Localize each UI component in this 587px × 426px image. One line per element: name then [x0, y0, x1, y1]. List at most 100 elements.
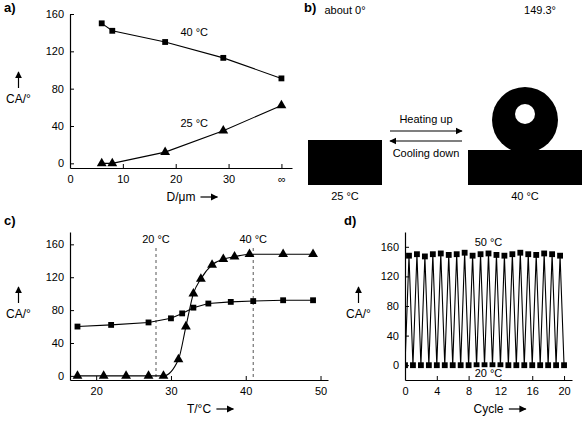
- marker: [418, 362, 424, 368]
- panel-label: d): [344, 213, 356, 228]
- heating-arrow: [390, 130, 462, 131]
- marker: [277, 100, 287, 109]
- marker: [430, 251, 436, 257]
- marker: [279, 75, 285, 81]
- axis-arrow: [358, 287, 359, 303]
- tick: 40: [240, 376, 252, 397]
- photo-text: Heating up: [399, 113, 452, 125]
- marker: [205, 301, 211, 307]
- photo-text: about 0°: [324, 4, 365, 16]
- tick-label: 10: [117, 173, 129, 185]
- tick-mark: [437, 376, 438, 380]
- marker: [454, 251, 460, 257]
- annotation: 20 °C: [142, 233, 170, 245]
- y-axis-title: CA/°: [6, 307, 31, 321]
- tick-label: 120: [46, 271, 64, 283]
- marker: [179, 310, 185, 316]
- tick: 0: [393, 359, 409, 371]
- tick-mark: [70, 163, 74, 164]
- x-axis-title: D/μm: [167, 190, 196, 204]
- tick-mark: [70, 310, 74, 311]
- tick: 80: [52, 83, 74, 95]
- photo-text: Cooling down: [393, 147, 460, 159]
- marker: [470, 253, 476, 259]
- marker: [144, 370, 154, 379]
- marker: [478, 251, 484, 257]
- tick-mark: [70, 126, 74, 127]
- marker: [505, 362, 511, 368]
- axis-line: [71, 168, 293, 169]
- annotation: 20 °C: [475, 367, 503, 379]
- droplet-highlight: [515, 104, 535, 124]
- marker: [561, 362, 567, 368]
- panel-label: a): [4, 0, 16, 15]
- tick-mark: [246, 376, 247, 380]
- tick-label: 0: [58, 370, 64, 382]
- flat-film: [308, 140, 382, 185]
- marker: [75, 324, 81, 330]
- tick-label: 40: [52, 337, 64, 349]
- plot-marks: [97, 20, 287, 166]
- photo-text: b): [304, 0, 316, 15]
- tick: 8: [466, 376, 472, 397]
- photo-text: 149.3°: [524, 4, 556, 16]
- y-axis: 04080120160: [381, 233, 409, 381]
- tick-label: 120: [381, 270, 399, 282]
- label-patch: [473, 367, 505, 379]
- tick-mark: [70, 51, 74, 52]
- marker: [541, 251, 547, 257]
- tick-label: 40: [387, 330, 399, 342]
- marker: [525, 251, 531, 257]
- marker: [190, 305, 196, 311]
- tick: 0: [58, 157, 74, 169]
- axis-line: [71, 380, 329, 381]
- tick-mark: [564, 376, 565, 380]
- marker: [410, 362, 416, 368]
- tick-label: 120: [46, 45, 64, 57]
- marker: [446, 252, 452, 258]
- tick: 120: [46, 271, 74, 283]
- tick-label: 80: [52, 83, 64, 95]
- tick: 4: [434, 376, 440, 397]
- tick-mark: [96, 376, 97, 380]
- label-patch: [473, 236, 505, 248]
- plot-marks: [73, 248, 318, 380]
- marker: [509, 251, 515, 257]
- marker: [545, 362, 551, 368]
- marker: [220, 55, 226, 61]
- tick-mark: [532, 376, 533, 380]
- tick-mark: [70, 244, 74, 245]
- marker: [405, 362, 408, 368]
- cooling-arrow: [390, 140, 462, 141]
- tick-label: 12: [495, 385, 507, 397]
- tick-mark: [229, 164, 230, 168]
- tick-label: 40: [240, 385, 252, 397]
- marker: [486, 251, 492, 257]
- reference-line: [156, 248, 157, 380]
- tick-mark: [171, 376, 172, 380]
- marker: [537, 362, 543, 368]
- marker: [218, 125, 228, 134]
- tick-label: 20: [170, 173, 182, 185]
- marker: [207, 259, 217, 268]
- tick-mark: [281, 164, 282, 168]
- tick-label: 50: [315, 385, 327, 397]
- y-axis: 04080120160: [46, 233, 74, 382]
- tick: 16: [527, 376, 539, 397]
- tick-label: 0: [402, 385, 408, 397]
- marker: [553, 362, 559, 368]
- marker: [501, 253, 507, 259]
- tick: 40: [52, 337, 74, 349]
- marker: [442, 362, 448, 368]
- y-axis-title: CA/°: [346, 307, 371, 321]
- tick-label: 160: [46, 238, 64, 250]
- marker: [517, 250, 523, 256]
- marker: [310, 297, 316, 303]
- marker: [458, 362, 464, 368]
- marker: [250, 298, 256, 304]
- tick-label: 0: [393, 359, 399, 371]
- tick: 20: [91, 376, 103, 397]
- marker: [162, 39, 168, 45]
- axis-arrow: [18, 72, 19, 88]
- annotation: 40 °C: [239, 233, 267, 245]
